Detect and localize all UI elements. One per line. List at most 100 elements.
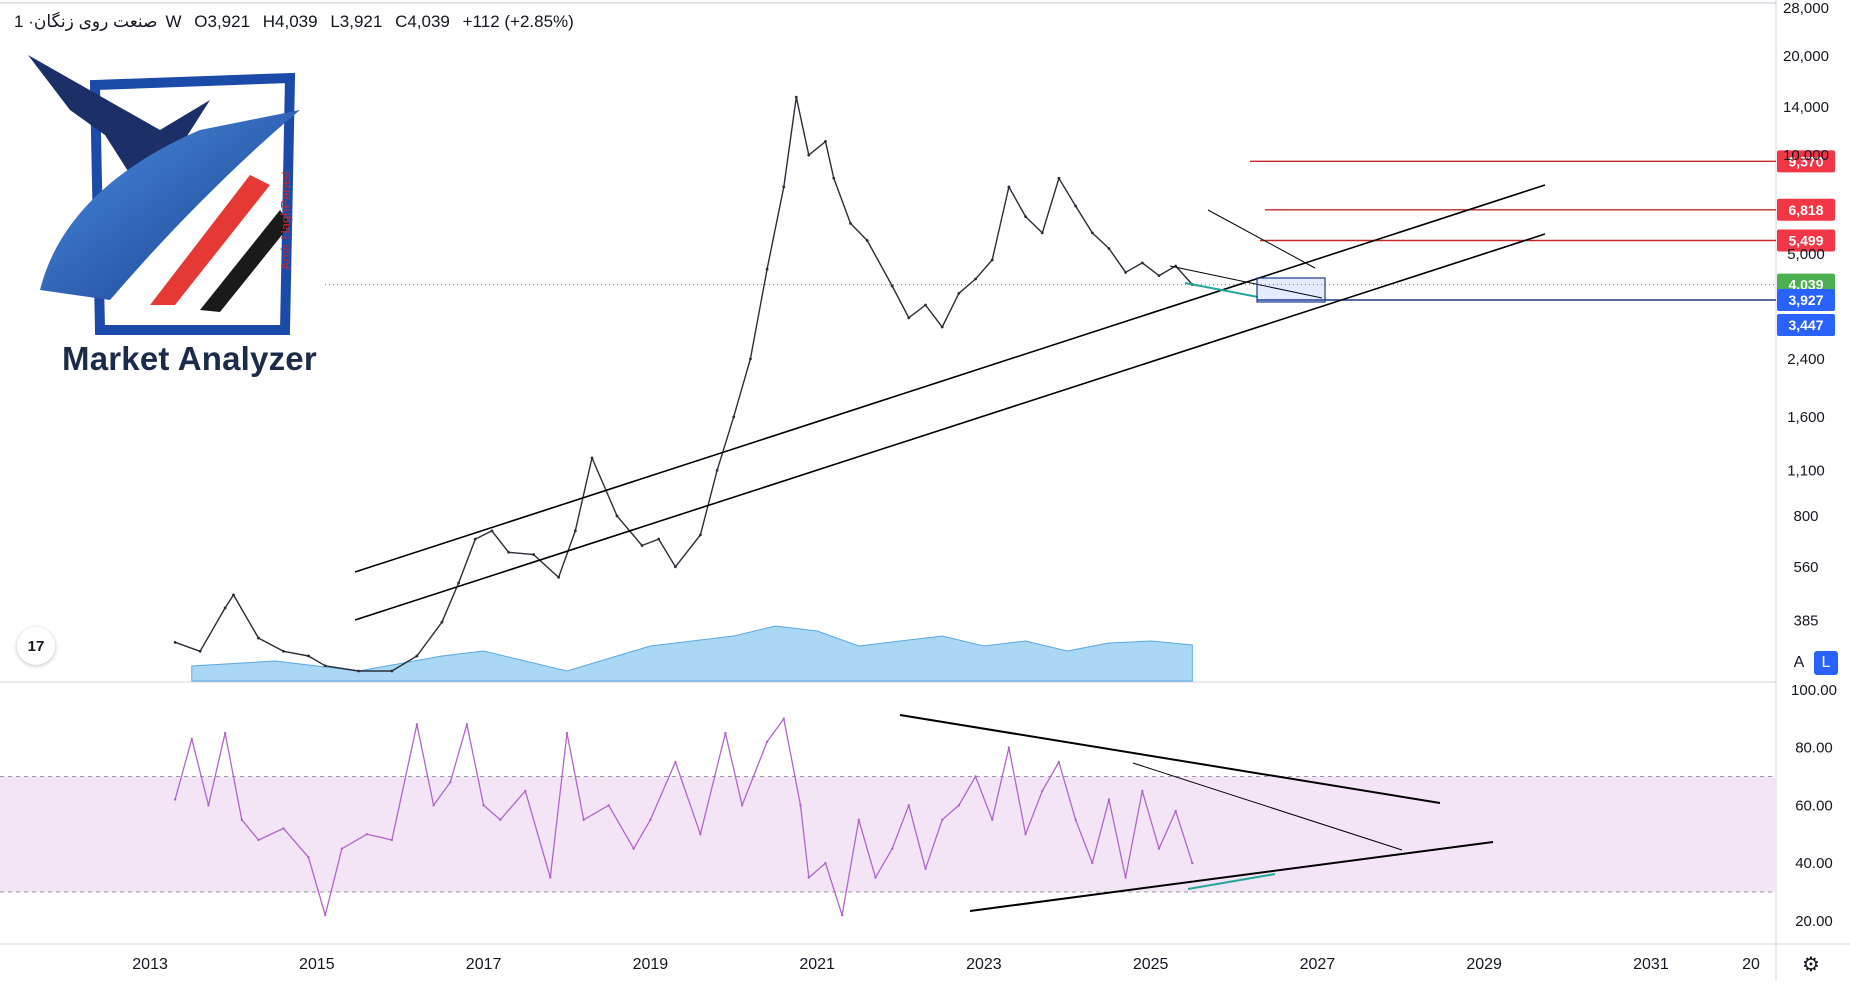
price-point [615,514,619,518]
rsi-lower-trendline[interactable] [969,841,1494,912]
wedge-upper-line[interactable] [1207,209,1316,269]
rsi-point [890,847,894,850]
price-point [715,468,719,472]
time-tick-label: 2025 [1133,956,1169,973]
channel-lower-line[interactable] [354,233,1546,621]
price-point [257,636,260,640]
price-point [1040,231,1044,235]
rsi-tick-label: 100.00 [1791,682,1837,699]
rsi-layer [173,717,1194,917]
rsi-point [1174,809,1177,813]
level-label-bg [1777,198,1835,221]
price-point [198,649,202,653]
rsi-point [365,833,369,836]
level-label-resistance: 6,818 [1788,202,1823,218]
time-axis[interactable]: 2013 2015 2017 2019 2021 2023 2025 2027 2029 2031… [132,956,1760,973]
rsi-series-line [174,718,1193,916]
price-tick-label: 28,000 [1783,0,1829,17]
rsi-point [565,731,569,735]
volume-layer [191,625,1193,682]
rsi-point [1041,789,1044,793]
price-tick-label: 1,100 [1787,462,1825,479]
price-tick-label: 2,400 [1787,351,1825,368]
wedge-lower-line[interactable] [1169,265,1323,299]
rsi-point [782,717,785,720]
price-point [765,267,769,271]
price-point [698,533,702,537]
logo-author: Amir HaghParast [278,171,293,270]
rsi-point [632,847,635,850]
level-label-last-price: 4,039 [1788,277,1823,293]
price-point [890,284,894,288]
level-label-bg [1777,150,1835,173]
tradingview-logo[interactable]: 17 [17,627,55,665]
rsi-point [765,740,769,743]
rsi-point [991,818,994,821]
price-point [1140,261,1144,265]
rsi-point [1074,818,1077,821]
rsi-point [724,731,727,735]
price-point [1007,185,1011,189]
rsi-point [674,760,677,764]
price-point [865,239,869,242]
price-axis[interactable]: 28,000 20,000 14,000 10,000 5,000 2,400 1,600 1… [1783,0,1829,629]
symbol-name[interactable]: صنعت روی زنگان [33,12,158,31]
price-point [957,291,961,295]
time-tick-label: 2027 [1300,956,1336,973]
level-label-bg [1777,314,1835,336]
rsi-point [957,804,961,807]
price-point [974,277,977,281]
price-tick-label: 10,000 [1783,147,1829,164]
price-point [673,565,677,569]
time-tick-label: 2021 [799,956,835,973]
level-label-bg [1777,289,1835,311]
price-point [782,185,786,189]
rsi-point [549,876,552,879]
gear-icon[interactable]: ⚙ [1802,954,1820,976]
rsi-inner-trendline[interactable] [1132,762,1403,851]
price-point [990,258,994,262]
log-scale-button[interactable]: L [1814,651,1838,675]
time-tick-label: 2023 [966,956,1002,973]
rsi-point [432,804,435,807]
price-tick-label: 20,000 [1783,48,1829,65]
rsi-point [1091,861,1094,865]
rsi-point [207,804,210,807]
price-point [232,593,235,597]
price-point [732,415,736,419]
time-tick-label: 2029 [1466,956,1502,973]
rsi-axis[interactable]: 100.00 80.00 60.00 40.00 20.00 [1791,682,1837,930]
price-point [849,221,852,225]
price-point [307,654,310,658]
rsi-point [974,775,977,778]
rsi-point [449,781,452,784]
rsi-upper-trendline[interactable] [899,714,1441,804]
price-point [573,529,577,533]
rsi-point [799,804,802,807]
price-point [507,550,511,554]
price-point [473,537,477,541]
support-zone-box[interactable] [1256,277,1326,303]
interval-label[interactable]: · 1W [14,12,182,31]
level-label-support: 3,927 [1788,292,1823,308]
close-value: C4,039 [395,12,450,31]
rsi-point [390,838,394,842]
auto-scale-button[interactable]: A [1793,654,1805,671]
price-point [1124,270,1128,274]
level-label-resistance: 5,499 [1788,232,1823,248]
rsi-point [1157,847,1161,850]
price-point [532,553,536,556]
price-point [390,669,394,673]
channel-upper-line[interactable] [354,184,1546,573]
rsi-divergence-line[interactable] [1187,873,1276,890]
level-label-resistance: 9,570 [1788,153,1823,169]
rsi-point [323,913,327,917]
time-tick-label: 2015 [299,956,335,973]
support-divergence-line[interactable] [1184,282,1259,298]
price-point [1057,176,1061,180]
price-tick-label: 1,600 [1787,409,1825,426]
price-point [1024,215,1027,219]
rsi-band [0,776,1776,892]
